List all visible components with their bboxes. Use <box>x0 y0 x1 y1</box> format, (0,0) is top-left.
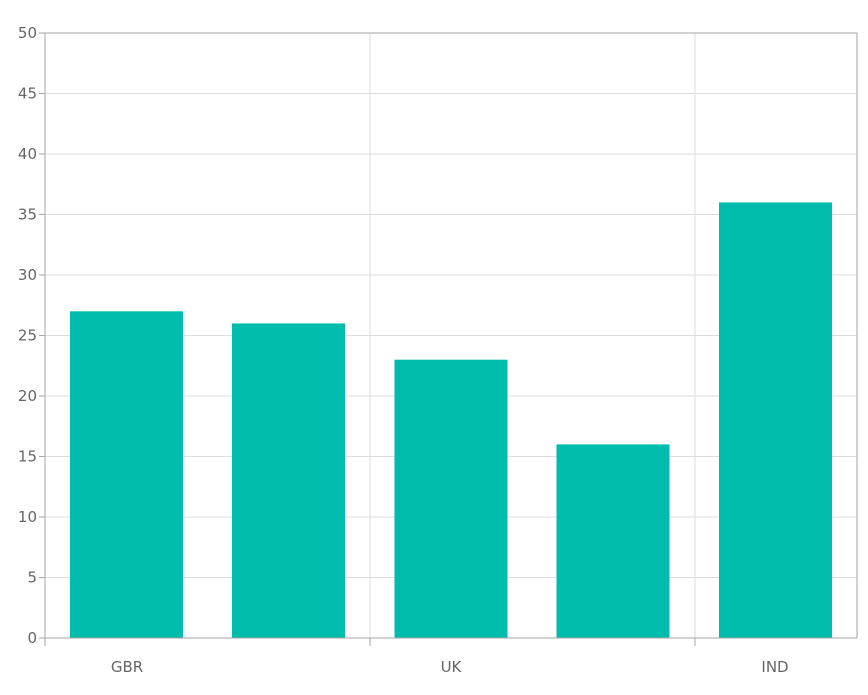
x-tick-label: UK <box>441 658 463 676</box>
bar[interactable] <box>394 359 508 638</box>
labels-layer: 0 5 10 15 20 25 30 35 40 45 50 GBR UK IND <box>18 24 789 676</box>
y-tick-label: 50 <box>18 24 37 42</box>
bar[interactable] <box>556 444 670 638</box>
y-tick-label: 35 <box>18 206 37 224</box>
y-tick-label: 25 <box>18 327 37 345</box>
y-tick-label: 20 <box>18 387 37 405</box>
axes-layer <box>39 32 858 646</box>
x-tick-label: IND <box>761 658 788 676</box>
bar[interactable] <box>719 202 832 638</box>
y-tick-label: 15 <box>18 448 37 466</box>
bar[interactable] <box>70 311 183 638</box>
bar[interactable] <box>232 323 345 638</box>
y-tick-label: 30 <box>18 266 37 284</box>
y-tick-label: 5 <box>27 569 37 587</box>
y-tick-label: 0 <box>27 629 37 647</box>
y-tick-label: 40 <box>18 145 37 163</box>
y-tick-label: 10 <box>18 508 37 526</box>
bars-layer <box>70 202 832 638</box>
y-tick-label: 45 <box>18 85 37 103</box>
x-tick-label: GBR <box>111 658 143 676</box>
